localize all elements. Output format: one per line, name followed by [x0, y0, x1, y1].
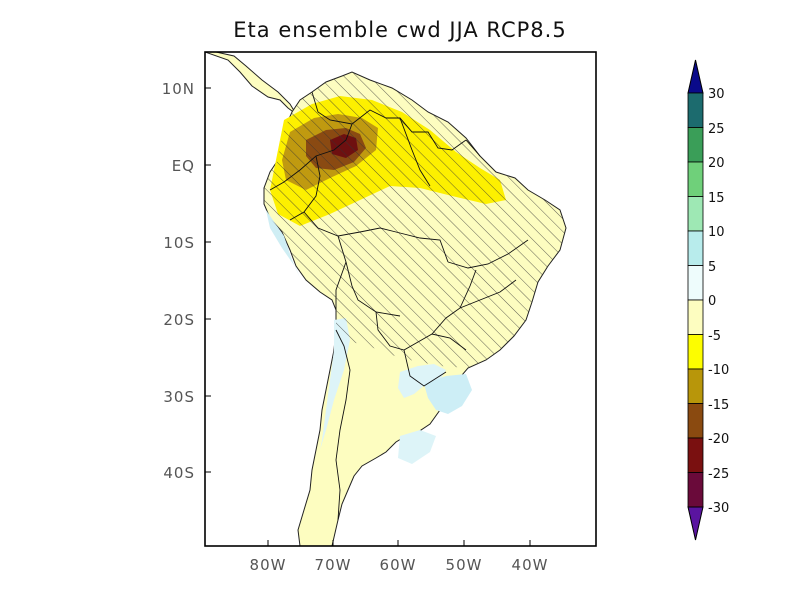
- lat-label-10n: 10N: [162, 80, 195, 98]
- colorbar-bottom-arrow: [687, 506, 704, 541]
- lat-ticks: [205, 87, 211, 473]
- colorbar-swatch: [687, 196, 704, 232]
- colorbar-swatch: [687, 299, 704, 335]
- colorbar-swatch: [687, 472, 704, 508]
- colorbar-label-15: 15: [708, 191, 725, 206]
- map-title: Eta ensemble cwd JJA RCP8.5: [233, 18, 567, 42]
- colorbar-label-30: 30: [708, 87, 725, 102]
- colorbar-label-minus-15: -15: [708, 398, 729, 413]
- colorbar-swatch: [687, 92, 704, 128]
- colorbar-swatch: [687, 403, 704, 439]
- map-content: [205, 52, 567, 546]
- colorbar-label-minus-30: -30: [708, 501, 729, 516]
- colorbar-label-25: 25: [708, 122, 725, 137]
- colorbar-top-arrow: [687, 59, 704, 94]
- lon-label-60w: 60W: [380, 556, 417, 574]
- light-blue-chile: [316, 318, 350, 470]
- light-blue-patagonia: [398, 430, 436, 464]
- colorbar-label-10: 10: [708, 225, 725, 240]
- colorbar: 30 25 20 15 10 5 0 -5 -10 -15 -20 -25 -3…: [687, 59, 729, 541]
- colorbar-swatch: [687, 265, 704, 301]
- colorbar-label-5: 5: [708, 260, 716, 275]
- colorbar-swatch: [687, 334, 704, 370]
- colorbar-label-0: 0: [708, 294, 716, 309]
- lat-label-eq: EQ: [172, 157, 195, 175]
- lon-ticks: [267, 540, 531, 546]
- colorbar-swatch: [687, 127, 704, 163]
- light-blue-argentina: [398, 364, 446, 398]
- colorbar-label-minus-5: -5: [708, 329, 721, 344]
- colorbar-label-minus-10: -10: [708, 363, 729, 378]
- colorbar-swatch: [687, 230, 704, 266]
- colorbar-swatch: [687, 437, 704, 473]
- map-frame: [204, 51, 597, 547]
- colorbar-swatch: [687, 368, 704, 404]
- colorbar-label-minus-20: -20: [708, 432, 729, 447]
- lon-label-40w: 40W: [512, 556, 549, 574]
- light-blue-pacific-coast: [266, 210, 300, 278]
- colorbar-swatch: [687, 161, 704, 197]
- lat-label-10s: 10S: [163, 234, 195, 252]
- colorbar-label-20: 20: [708, 156, 725, 171]
- light-blue-uruguay: [424, 374, 472, 414]
- lat-label-40s: 40S: [163, 464, 195, 482]
- lat-label-20s: 20S: [163, 311, 195, 329]
- country-borders: [269, 91, 529, 521]
- lat-label-30s: 30S: [163, 388, 195, 406]
- lon-label-70w: 70W: [315, 556, 352, 574]
- colorbar-label-minus-25: -25: [708, 467, 729, 482]
- lon-label-50w: 50W: [446, 556, 483, 574]
- lon-label-80w: 80W: [250, 556, 287, 574]
